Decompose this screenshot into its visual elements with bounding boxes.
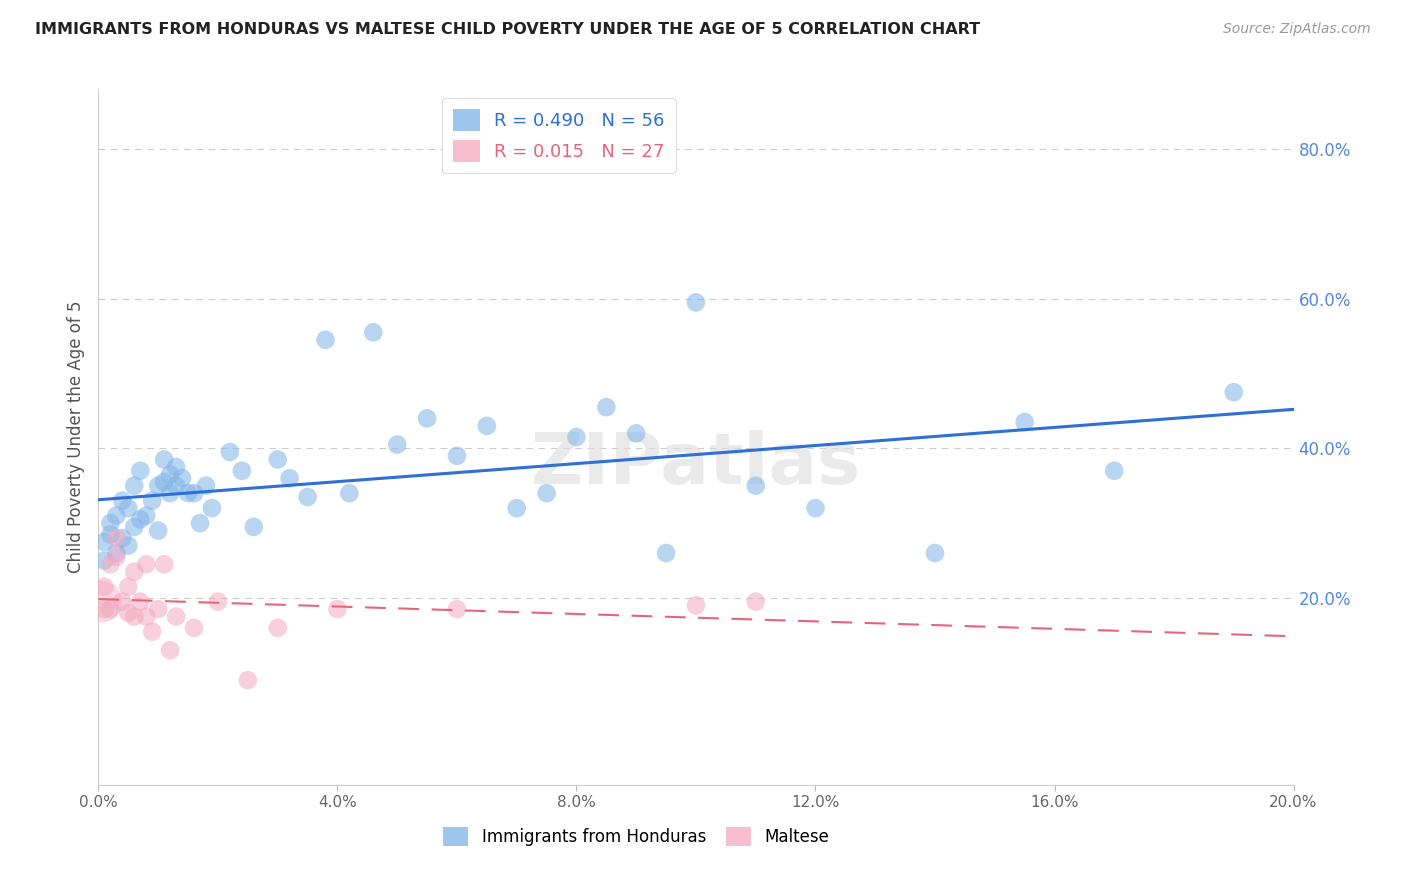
Point [90, 595, 112, 609]
Point [219, 445, 242, 459]
Point [153, 475, 176, 489]
Point [183, 486, 205, 500]
Point [297, 490, 319, 504]
Point [105, 531, 128, 545]
Point [148, 602, 170, 616]
Point [506, 501, 529, 516]
Text: ZIPatlas: ZIPatlas [531, 431, 860, 500]
Point [685, 599, 707, 613]
Point [98, 527, 122, 541]
Point [165, 609, 187, 624]
Point [93, 534, 115, 549]
Point [141, 624, 163, 639]
Point [117, 501, 139, 516]
Point [172, 471, 194, 485]
Point [565, 430, 588, 444]
Point [124, 520, 146, 534]
Point [148, 524, 170, 538]
Point [111, 595, 134, 609]
Point [267, 621, 290, 635]
Point [267, 452, 290, 467]
Point [165, 479, 187, 493]
Point [148, 479, 170, 493]
Point [124, 609, 146, 624]
Point [236, 673, 259, 688]
Point [446, 449, 468, 463]
Point [111, 493, 134, 508]
Point [1104, 464, 1126, 478]
Point [135, 609, 157, 624]
Point [243, 520, 266, 534]
Point [475, 418, 498, 433]
Point [98, 602, 122, 616]
Legend: Immigrants from Honduras, Maltese: Immigrants from Honduras, Maltese [437, 821, 835, 853]
Point [98, 516, 122, 530]
Point [159, 643, 181, 657]
Point [924, 546, 946, 560]
Point [745, 595, 768, 609]
Point [201, 501, 224, 516]
Point [278, 471, 301, 485]
Point [326, 602, 349, 616]
Point [93, 602, 115, 616]
Point [363, 326, 385, 340]
Point [105, 508, 128, 523]
Point [117, 606, 139, 620]
Point [135, 558, 157, 572]
Point [111, 531, 134, 545]
Text: Source: ZipAtlas.com: Source: ZipAtlas.com [1223, 22, 1371, 37]
Point [129, 595, 152, 609]
Point [153, 558, 176, 572]
Point [117, 580, 139, 594]
Point [159, 467, 181, 482]
Point [105, 549, 128, 564]
Point [177, 486, 200, 500]
Point [416, 411, 439, 425]
Point [804, 501, 827, 516]
Point [315, 333, 337, 347]
Text: IMMIGRANTS FROM HONDURAS VS MALTESE CHILD POVERTY UNDER THE AGE OF 5 CORRELATION: IMMIGRANTS FROM HONDURAS VS MALTESE CHIL… [35, 22, 980, 37]
Point [446, 602, 468, 616]
Point [141, 493, 163, 508]
Point [745, 479, 768, 493]
Point [98, 558, 122, 572]
Point [105, 546, 128, 560]
Y-axis label: Child Poverty Under the Age of 5: Child Poverty Under the Age of 5 [66, 301, 84, 574]
Point [129, 464, 152, 478]
Point [117, 539, 139, 553]
Point [129, 512, 152, 526]
Point [93, 553, 115, 567]
Point [124, 565, 146, 579]
Point [159, 486, 181, 500]
Point [655, 546, 678, 560]
Point [685, 295, 707, 310]
Point [536, 486, 558, 500]
Point [231, 464, 253, 478]
Point [1223, 385, 1246, 400]
Point [626, 426, 648, 441]
Point [135, 508, 157, 523]
Point [153, 452, 176, 467]
Point [165, 460, 187, 475]
Point [124, 479, 146, 493]
Point [1014, 415, 1036, 429]
Point [595, 400, 617, 414]
Point [207, 595, 229, 609]
Point [183, 621, 205, 635]
Point [195, 479, 218, 493]
Point [93, 580, 115, 594]
Point [188, 516, 211, 530]
Point [339, 486, 361, 500]
Point [385, 437, 409, 451]
